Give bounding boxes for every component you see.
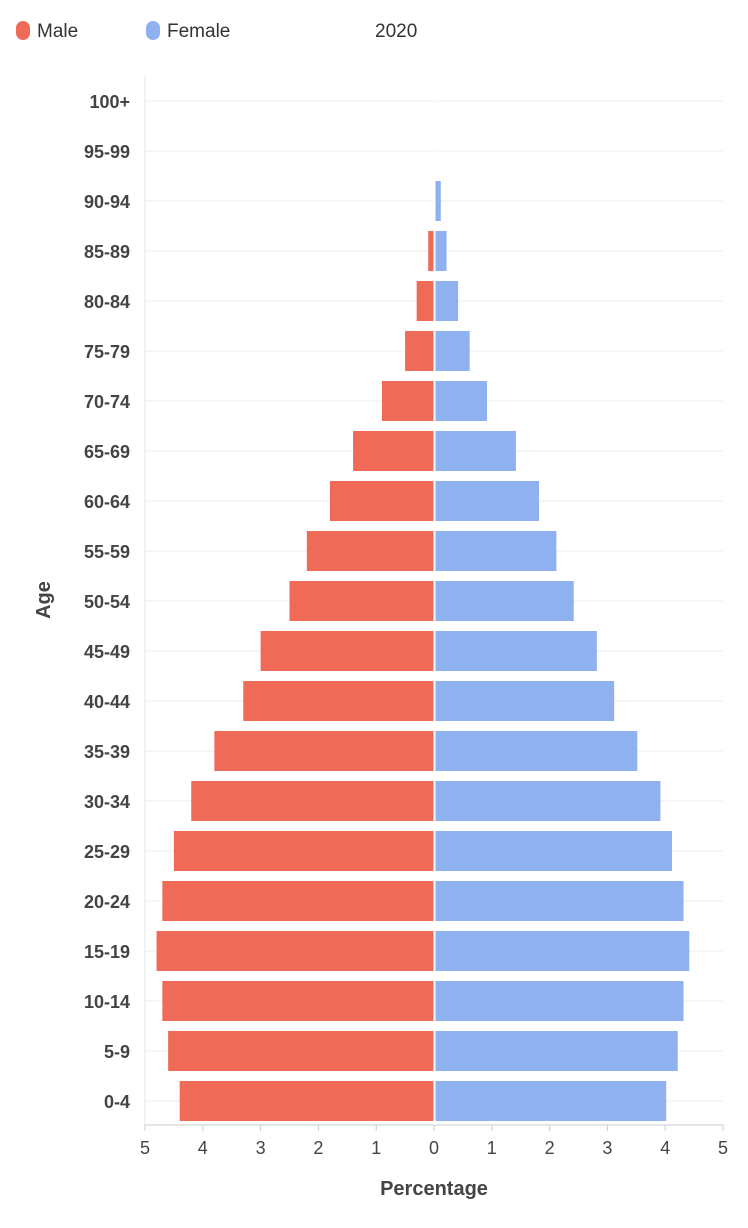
- chart-year-label: 2020: [375, 21, 417, 42]
- x-tick-label: 5: [140, 1138, 150, 1158]
- bar-male-75-79[interactable]: [405, 331, 434, 371]
- y-tick-label: 55-59: [84, 542, 130, 562]
- bar-male-30-34[interactable]: [191, 781, 434, 821]
- y-tick-label: 30-34: [84, 792, 130, 812]
- x-axis-title: Percentage: [380, 1178, 488, 1200]
- x-tick-label: 0: [429, 1138, 439, 1158]
- bar-female-80-84[interactable]: [435, 281, 459, 321]
- bar-male-85-89[interactable]: [428, 231, 434, 271]
- x-axis-tick-labels: 5 4 3 2 1 0 1 2 3 4 5: [140, 1138, 728, 1158]
- bar-male-20-24[interactable]: [162, 881, 434, 921]
- bar-female-10-14[interactable]: [435, 981, 684, 1021]
- bar-male-0-4[interactable]: [179, 1081, 434, 1121]
- x-tick-label: 4: [198, 1138, 208, 1158]
- y-tick-label: 65-69: [84, 442, 130, 462]
- bar-male-25-29[interactable]: [173, 831, 434, 871]
- y-tick-label: 50-54: [84, 592, 130, 612]
- bar-female-70-74[interactable]: [435, 381, 488, 421]
- bar-female-60-64[interactable]: [435, 481, 540, 521]
- bar-female-45-49[interactable]: [435, 631, 597, 671]
- y-tick-label: 40-44: [84, 692, 130, 712]
- y-tick-label: 80-84: [84, 292, 130, 312]
- x-tick-label: 4: [660, 1138, 670, 1158]
- legend-swatch-female[interactable]: [146, 21, 160, 40]
- x-tick-label: 2: [545, 1138, 555, 1158]
- y-tick-label: 95-99: [84, 142, 130, 162]
- y-tick-label: 20-24: [84, 892, 130, 912]
- bar-female-85-89[interactable]: [435, 231, 447, 271]
- bar-male-40-44[interactable]: [243, 681, 434, 721]
- bar-male-35-39[interactable]: [214, 731, 434, 771]
- bar-male-5-9[interactable]: [168, 1031, 434, 1071]
- bar-female-20-24[interactable]: [435, 881, 684, 921]
- y-tick-label: 15-19: [84, 942, 130, 962]
- bar-female-90-94[interactable]: [435, 181, 441, 221]
- y-tick-label: 100+: [89, 92, 130, 112]
- x-tick-label: 1: [487, 1138, 497, 1158]
- bar-female-5-9[interactable]: [435, 1031, 678, 1071]
- x-tick-label: 2: [313, 1138, 323, 1158]
- bar-female-30-34[interactable]: [435, 781, 661, 821]
- y-tick-label: 70-74: [84, 392, 130, 412]
- bar-male-80-84[interactable]: [416, 281, 434, 321]
- bar-male-15-19[interactable]: [156, 931, 434, 971]
- bar-male-70-74[interactable]: [381, 381, 434, 421]
- bar-female-65-69[interactable]: [435, 431, 516, 471]
- y-axis-title: Age: [33, 581, 55, 619]
- x-tick-label: 3: [602, 1138, 612, 1158]
- bar-female-55-59[interactable]: [435, 531, 557, 571]
- bar-female-15-19[interactable]: [435, 931, 690, 971]
- legend-label-female[interactable]: Female: [167, 21, 230, 42]
- bar-female-75-79[interactable]: [435, 331, 470, 371]
- bars: [156, 75, 690, 1125]
- y-tick-label: 60-64: [84, 492, 130, 512]
- x-tick-label: 3: [256, 1138, 266, 1158]
- y-tick-label: 0-4: [104, 1092, 130, 1112]
- y-tick-label: 75-79: [84, 342, 130, 362]
- bar-female-0-4[interactable]: [435, 1081, 667, 1121]
- bar-female-50-54[interactable]: [435, 581, 574, 621]
- bar-female-40-44[interactable]: [435, 681, 615, 721]
- y-tick-label: 35-39: [84, 742, 130, 762]
- bar-male-50-54[interactable]: [289, 581, 435, 621]
- bar-male-45-49[interactable]: [260, 631, 434, 671]
- y-tick-label: 25-29: [84, 842, 130, 862]
- y-tick-label: 85-89: [84, 242, 130, 262]
- x-tick-label: 1: [371, 1138, 381, 1158]
- bar-male-55-59[interactable]: [306, 531, 434, 571]
- bar-male-65-69[interactable]: [353, 431, 434, 471]
- legend-swatch-male[interactable]: [16, 21, 30, 40]
- legend: Male Female 2020: [16, 21, 417, 42]
- legend-label-male[interactable]: Male: [37, 21, 78, 42]
- x-tick-label: 5: [718, 1138, 728, 1158]
- bar-male-60-64[interactable]: [329, 481, 434, 521]
- y-tick-label: 10-14: [84, 992, 130, 1012]
- y-tick-label: 5-9: [104, 1042, 130, 1062]
- bar-female-25-29[interactable]: [435, 831, 672, 871]
- y-tick-label: 45-49: [84, 642, 130, 662]
- bar-female-35-39[interactable]: [435, 731, 638, 771]
- y-axis-tick-labels: 0-4 5-9 10-14 15-19 20-24 25-29 30-34 35-39 40-4…: [84, 92, 130, 1112]
- bar-male-10-14[interactable]: [162, 981, 434, 1021]
- y-tick-label: 90-94: [84, 192, 130, 212]
